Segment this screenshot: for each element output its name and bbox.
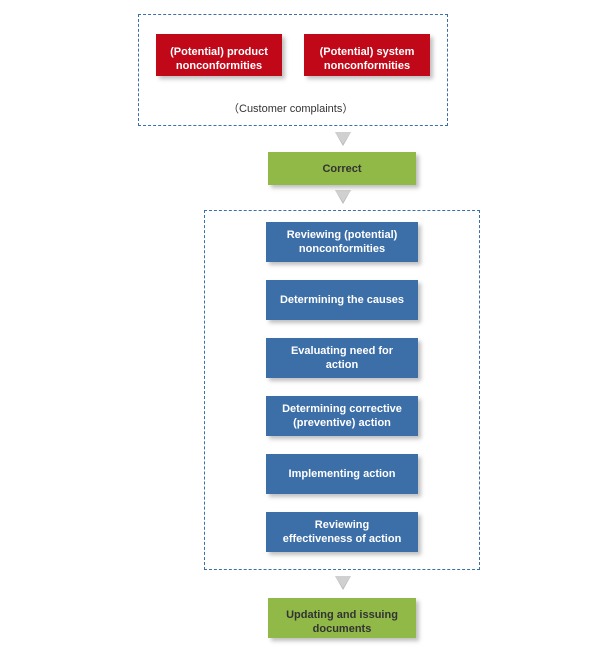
step-box-determining-causes: Determining the causes — [266, 280, 418, 320]
step-label: Reviewing (potential)nonconformities — [287, 228, 398, 257]
step-box-reviewing-nonconformities: Reviewing (potential)nonconformities — [266, 222, 418, 262]
step-label: Evaluating need foraction — [291, 344, 393, 373]
step-box-determining-action: Determining corrective(preventive) actio… — [266, 396, 418, 436]
flow-arrow-icon — [335, 132, 351, 146]
update-documents-box: Updating and issuingdocuments — [268, 598, 416, 638]
nonconformity-box-product: (Potential) productnonconformities — [156, 34, 282, 76]
correct-step-label: Correct — [322, 163, 361, 175]
step-label: Determining the causes — [280, 293, 404, 307]
nonconformity-box-system-label: (Potential) systemnonconformities — [320, 46, 415, 72]
nonconformity-box-system: (Potential) systemnonconformities — [304, 34, 430, 76]
step-label: Reviewingeffectiveness of action — [283, 518, 402, 547]
nonconformity-box-product-label: (Potential) productnonconformities — [170, 46, 268, 72]
customer-complaints-caption: （Customer complaints） — [228, 100, 353, 116]
flow-arrow-icon — [335, 576, 351, 590]
step-box-implementing-action: Implementing action — [266, 454, 418, 494]
flow-arrow-icon — [335, 190, 351, 204]
step-box-evaluating-need: Evaluating need foraction — [266, 338, 418, 378]
correct-step-box: Correct — [268, 152, 416, 185]
step-box-reviewing-effectiveness: Reviewingeffectiveness of action — [266, 512, 418, 552]
step-label: Determining corrective(preventive) actio… — [282, 402, 402, 431]
update-documents-label: Updating and issuingdocuments — [286, 609, 398, 635]
step-label: Implementing action — [289, 467, 396, 481]
